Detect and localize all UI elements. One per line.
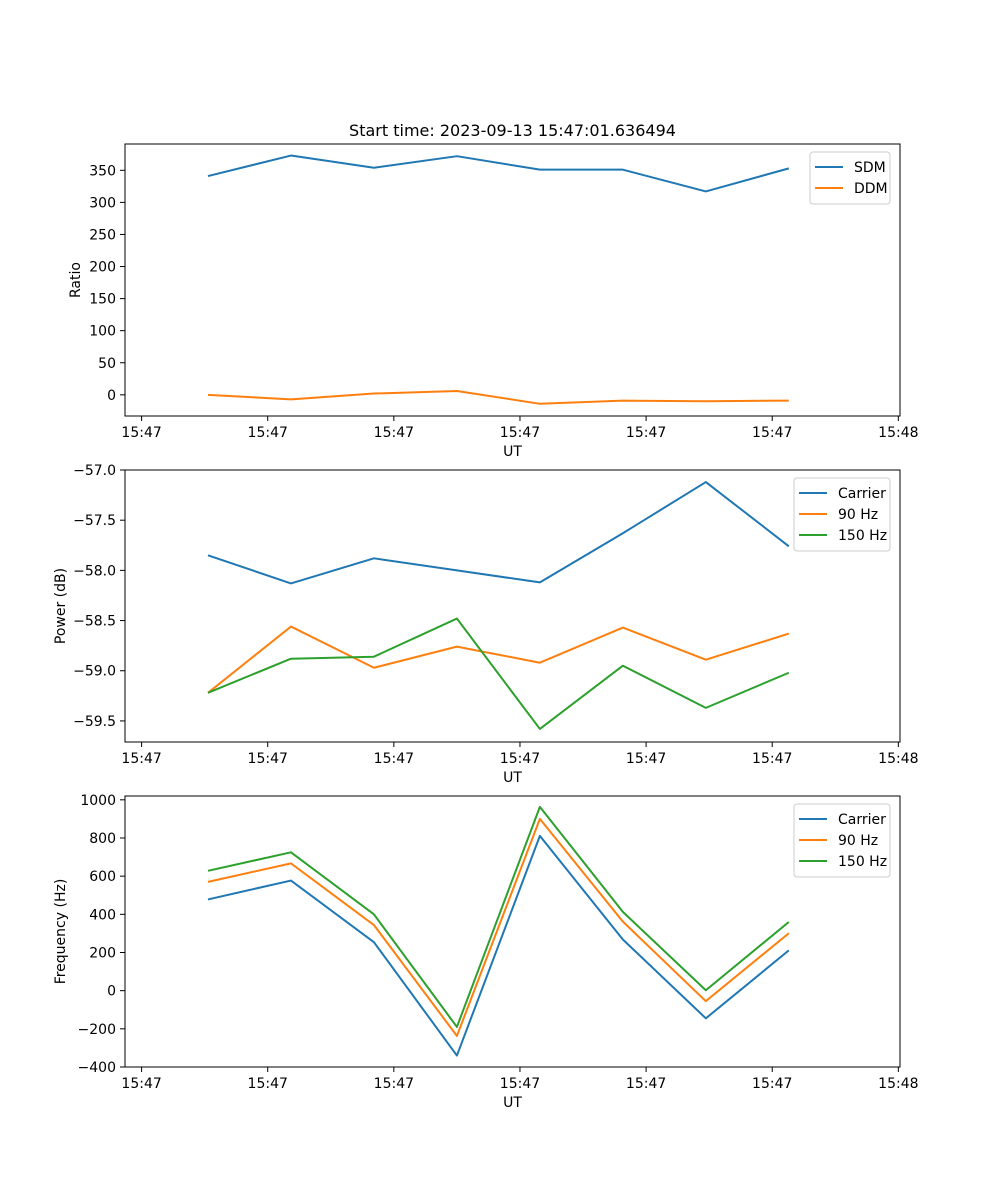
frequency-y-tick-label: 0 [107, 984, 116, 1000]
frequency-y-tick-label: 200 [89, 945, 116, 961]
ratio-y-tick-label: 350 [89, 163, 116, 179]
power-x-tick-label: 15:47 [500, 751, 540, 767]
chart-title: Start time: 2023-09-13 15:47:01.636494 [349, 121, 676, 140]
ratio-legend-label: SDM [854, 160, 886, 176]
frequency-series-90-hz-line [207, 817, 790, 1037]
ratio-x-tick-label: 15:48 [878, 425, 918, 441]
power-legend-label: 90 Hz [838, 507, 878, 523]
ratio-x-tick-label: 15:47 [500, 425, 540, 441]
frequency-x-tick-label: 15:47 [121, 1076, 161, 1092]
frequency-y-tick-label: 400 [89, 907, 116, 923]
ratio-series-ddm-line [207, 389, 789, 405]
frequency-x-tick-label: 15:47 [626, 1076, 666, 1092]
power-series-carrier-line [207, 481, 790, 585]
frequency-panel: 15:47 15:47 15:47 15:47 15:47 15:47 15:48 −400 −… [53, 793, 919, 1111]
power-x-tick-label: 15:47 [374, 751, 414, 767]
power-legend-label: 150 Hz [838, 528, 887, 544]
power-y-tick-label: −58.5 [73, 614, 116, 630]
ratio-y-tick-label: 150 [89, 292, 116, 308]
power-x-tick-label: 15:47 [248, 751, 288, 767]
ratio-legend: SDM DDM [809, 151, 891, 205]
frequency-legend-label: 90 Hz [838, 833, 878, 849]
ratio-y-tick-label: 50 [98, 356, 116, 372]
power-y-tick-label: −59.5 [73, 714, 116, 730]
frequency-legend-box [793, 803, 891, 878]
frequency-x-tick-label: 15:48 [878, 1076, 918, 1092]
frequency-y-tick-label: 600 [89, 869, 116, 885]
ratio-y-axis-label: Ratio [68, 262, 84, 298]
power-series-90-hz-line [207, 625, 790, 694]
power-axes-frame [124, 469, 901, 743]
power-x-tick-label: 15:47 [626, 751, 666, 767]
power-legend-box [793, 477, 891, 552]
ratio-x-tick-label: 15:47 [752, 425, 792, 441]
ratio-y-tick-label: 300 [89, 195, 116, 211]
power-y-tick-label: −59.0 [73, 664, 116, 680]
ratio-axes-frame [124, 143, 901, 417]
frequency-x-tick-label: 15:47 [500, 1076, 540, 1092]
ratio-y-tick-label: 250 [89, 227, 116, 243]
power-y-tick-label: −58.0 [73, 563, 116, 579]
ratio-x-tick-label: 15:47 [374, 425, 414, 441]
ratio-y-tick-label: 200 [89, 260, 116, 276]
power-x-tick-label: 15:47 [752, 751, 792, 767]
ratio-panel: 15:47 15:47 15:47 15:47 15:47 15:47 15:48 0 50 10… [68, 121, 919, 460]
ratio-legend-label: DDM [854, 181, 888, 197]
frequency-x-tick-label: 15:47 [248, 1076, 288, 1092]
frequency-series-carrier-line [207, 834, 790, 1057]
frequency-x-tick-label: 15:47 [752, 1076, 792, 1092]
ratio-y-tick-label: 100 [89, 324, 116, 340]
ratio-series-sdm-line [207, 154, 790, 193]
power-y-axis-label: Power (dB) [53, 568, 69, 644]
power-series-150-hz-line [207, 617, 790, 730]
ratio-x-tick-label: 15:47 [248, 425, 288, 441]
ratio-x-tick-label: 15:47 [121, 425, 161, 441]
power-panel: 15:47 15:47 15:47 15:47 15:47 15:47 15:48 −57.0… [53, 463, 919, 786]
frequency-y-tick-label: 800 [89, 831, 116, 847]
frequency-y-axis-label: Frequency (Hz) [53, 879, 69, 985]
frequency-legend-label: Carrier [838, 812, 886, 828]
power-x-tick-label: 15:48 [878, 751, 918, 767]
frequency-series-150-hz-line [207, 805, 790, 1028]
ratio-legend-box [809, 151, 891, 205]
frequency-legend-label: 150 Hz [838, 854, 887, 870]
power-x-axis-label: UT [503, 770, 522, 786]
power-legend-label: Carrier [838, 486, 886, 502]
frequency-x-axis-label: UT [503, 1095, 522, 1111]
ratio-x-axis-label: UT [503, 444, 522, 460]
power-legend: Carrier 90 Hz 150 Hz [793, 477, 891, 552]
frequency-axes-frame [124, 795, 901, 1068]
frequency-legend: Carrier 90 Hz 150 Hz [793, 803, 891, 878]
ratio-x-tick-label: 15:47 [626, 425, 666, 441]
frequency-y-tick-label: 1000 [80, 793, 116, 809]
power-y-tick-label: −57.0 [73, 463, 116, 479]
frequency-x-tick-label: 15:47 [374, 1076, 414, 1092]
frequency-y-tick-label: −200 [78, 1022, 116, 1038]
power-y-tick-label: −57.5 [73, 513, 116, 529]
ratio-y-tick-label: 0 [107, 388, 116, 404]
power-x-tick-label: 15:47 [121, 751, 161, 767]
frequency-y-tick-label: −400 [78, 1060, 116, 1076]
